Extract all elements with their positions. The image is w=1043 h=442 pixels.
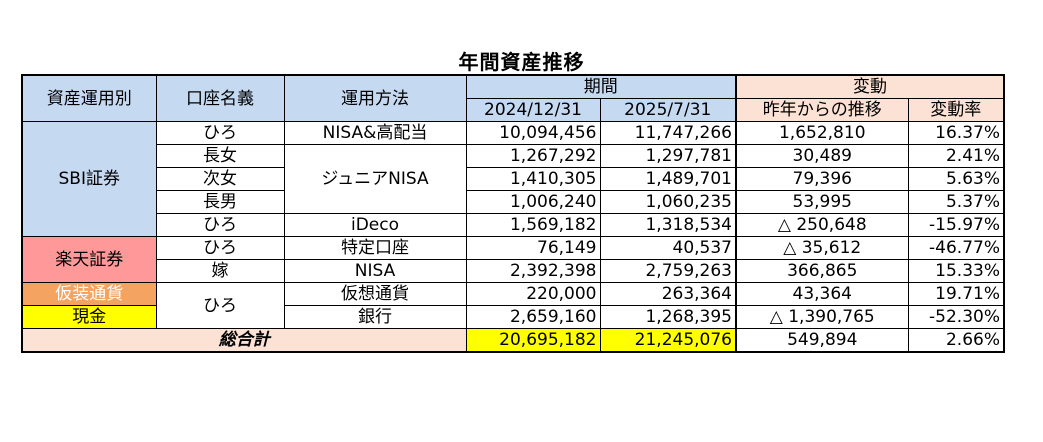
- value-2024-cell: 1,410,305: [465, 167, 601, 191]
- method-cell: NISA&高配当: [283, 121, 467, 145]
- header-change: 変動: [735, 74, 1005, 99]
- value-2025-cell: 11,747,266: [599, 121, 737, 145]
- method-cell: iDeco: [283, 213, 467, 237]
- diff-cell: 43,364: [735, 282, 909, 306]
- header-account-holder: 口座名義: [155, 74, 285, 122]
- holder-cell: ひろ: [155, 236, 285, 260]
- table-row: 仮装通貨 ひろ 仮想通貨 220,000 263,364 43,364 19.7…: [21, 282, 1005, 329]
- total-2024-cell: 20,695,182: [465, 328, 601, 353]
- value-2025-cell: 1,268,395: [599, 305, 737, 329]
- table-row: 長男 1,006,240 1,060,235 53,995 5.37%: [22, 190, 1005, 214]
- holder-cell: 次女: [155, 167, 285, 191]
- header-period: 期間: [465, 74, 737, 99]
- total-row: 総合計 20,695,182 21,245,076 549,894 2.66%: [21, 328, 1005, 353]
- holder-cell: ひろ: [155, 213, 285, 237]
- method-cell-junior-nisa: ジュニアNISA: [283, 144, 467, 214]
- diff-cell: 30,489: [735, 144, 909, 168]
- value-2025-cell: 263,364: [599, 282, 737, 306]
- header-asset-type: 資産運用別: [21, 74, 157, 122]
- holder-cell: 長男: [155, 190, 285, 214]
- group-crypto: 仮装通貨: [21, 282, 157, 306]
- value-2024-cell: 76,149: [465, 236, 601, 260]
- total-diff-cell: 549,894: [735, 328, 909, 353]
- holder-cell: ひろ: [155, 121, 285, 145]
- rate-cell: 2.41%: [907, 144, 1005, 168]
- diff-cell: △ 1,390,765: [735, 305, 909, 329]
- table-row: SBI証券 ひろ NISA&高配当 10,094,456 11,747,266 …: [21, 121, 1005, 237]
- value-2024-cell: 1,569,182: [465, 213, 601, 237]
- value-2024-cell: 10,094,456: [465, 121, 601, 145]
- header-change-rate: 変動率: [907, 98, 1005, 122]
- total-label: 総合計: [21, 328, 467, 353]
- diff-cell: △ 35,612: [735, 236, 909, 260]
- table-row: 長女 ジュニアNISA 1,267,292 1,297,781 30,489 2…: [22, 144, 1005, 214]
- rate-cell: 19.71%: [907, 282, 1005, 306]
- value-2025-cell: 2,759,263: [599, 259, 737, 283]
- rate-cell: -15.97%: [907, 213, 1005, 237]
- total-2025-cell: 21,245,076: [599, 328, 737, 353]
- header-method: 運用方法: [283, 74, 467, 122]
- table-row: ひろ iDeco 1,569,182 1,318,534 △ 250,648 -…: [22, 213, 1005, 237]
- diff-cell: 366,865: [735, 259, 909, 283]
- rate-cell: -52.30%: [907, 305, 1005, 329]
- value-2024-cell: 2,392,398: [465, 259, 601, 283]
- group-rakuten: 楽天証券: [21, 236, 157, 283]
- diff-cell: 53,995: [735, 190, 909, 214]
- diff-cell: 1,652,810: [735, 121, 909, 145]
- method-cell: 特定口座: [283, 236, 467, 260]
- header-change-from-last: 昨年からの推移: [735, 98, 909, 122]
- rate-cell: 5.63%: [907, 167, 1005, 191]
- value-2025-cell: 1,489,701: [599, 167, 737, 191]
- total-rate-cell: 2.66%: [907, 328, 1005, 353]
- value-2024-cell: 2,659,160: [465, 305, 601, 329]
- method-cell: 仮想通貨: [283, 282, 467, 306]
- rate-cell: 15.33%: [907, 259, 1005, 283]
- value-2024-cell: 220,000: [465, 282, 601, 306]
- value-2025-cell: 1,297,781: [599, 144, 737, 168]
- holder-cell-hiro: ひろ: [155, 282, 285, 329]
- value-2025-cell: 1,060,235: [599, 190, 737, 214]
- value-2024-cell: 1,267,292: [465, 144, 601, 168]
- holder-cell: 嫁: [155, 259, 285, 283]
- table-row: 嫁 NISA 2,392,398 2,759,263 366,865 15.33…: [22, 259, 1005, 283]
- header-date-2: 2025/7/31: [599, 98, 737, 122]
- rate-cell: 16.37%: [907, 121, 1005, 145]
- rate-cell: -46.77%: [907, 236, 1005, 260]
- table-row: 楽天証券 ひろ 特定口座 76,149 40,537 △ 35,612 -46.…: [21, 236, 1005, 283]
- table-title: 年間資産推移: [458, 50, 585, 74]
- table-row: 現金 銀行 2,659,160 1,268,395 △ 1,390,765 -5…: [21, 305, 1005, 329]
- holder-cell: 長女: [155, 144, 285, 168]
- value-2025-cell: 1,318,534: [599, 213, 737, 237]
- table-row: 次女 1,410,305 1,489,701 79,396 5.63%: [22, 167, 1005, 191]
- group-sbi: SBI証券: [21, 121, 157, 237]
- diff-cell: △ 250,648: [735, 213, 909, 237]
- rate-cell: 5.37%: [907, 190, 1005, 214]
- asset-table: 資産運用別 口座名義 運用方法 期間 変動 2024/12/31 2025/7/…: [21, 74, 1005, 353]
- method-cell: NISA: [283, 259, 467, 283]
- diff-cell: 79,396: [735, 167, 909, 191]
- method-cell: 銀行: [283, 305, 467, 329]
- value-2024-cell: 1,006,240: [465, 190, 601, 214]
- header-date-1: 2024/12/31: [465, 98, 601, 122]
- group-cash: 現金: [21, 305, 157, 329]
- value-2025-cell: 40,537: [599, 236, 737, 260]
